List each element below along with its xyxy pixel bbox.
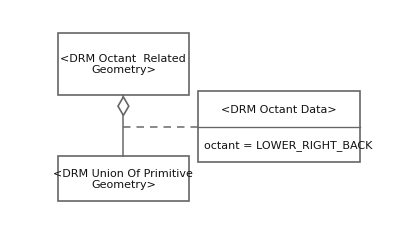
Text: <DRM Octant Data>: <DRM Octant Data> <box>221 104 336 114</box>
Text: <DRM Union Of Primitive: <DRM Union Of Primitive <box>53 168 193 178</box>
Text: octant = LOWER_RIGHT_BACK: octant = LOWER_RIGHT_BACK <box>204 139 372 150</box>
Text: Geometry>: Geometry> <box>91 179 156 189</box>
Bar <box>58 157 188 201</box>
Polygon shape <box>118 97 128 116</box>
Bar <box>58 34 188 95</box>
Text: Geometry>: Geometry> <box>91 65 156 75</box>
Text: <DRM Octant  Related: <DRM Octant Related <box>60 54 186 64</box>
Bar <box>198 91 359 162</box>
